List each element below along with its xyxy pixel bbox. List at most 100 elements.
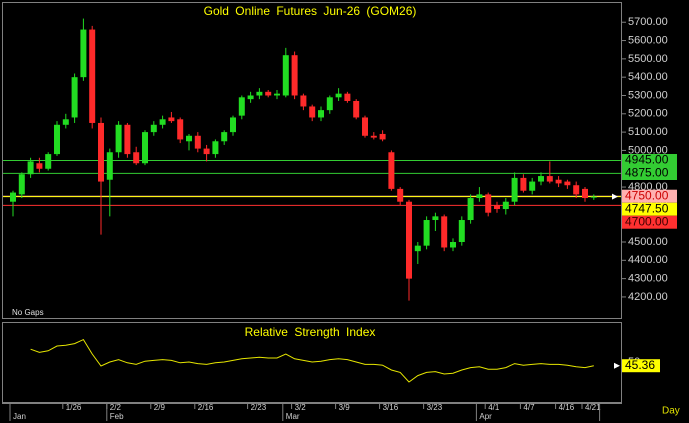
candle-body (529, 181, 536, 191)
candle-body (476, 194, 483, 199)
y-tick-label: 4300.00 (628, 273, 668, 285)
candle-body (80, 29, 87, 78)
rsi-value-box (622, 359, 660, 373)
x-tick-label: 2/16 (198, 403, 214, 412)
y-tick-label: 5700.00 (628, 16, 668, 28)
candle-body (265, 91, 272, 96)
candle-body (441, 216, 448, 248)
candle-body (370, 135, 377, 138)
candle-body (494, 205, 500, 210)
candle-body (89, 29, 96, 123)
y-tick-label: 4500.00 (628, 236, 668, 248)
rsi-panel (2, 322, 622, 403)
x-tick-label: 4/21 (585, 403, 601, 412)
x-tick-label: 4/7 (523, 403, 535, 412)
candle-body (582, 188, 588, 199)
candle-body (247, 95, 254, 100)
candle-body (397, 188, 404, 202)
x-tick-label: 3/9 (339, 403, 351, 412)
candle-body (27, 161, 34, 175)
candle-body (115, 124, 122, 153)
level-label: 4700.00 (625, 214, 669, 228)
candle-body (168, 117, 175, 122)
rsi-title: Relative Strength Index (245, 325, 376, 339)
candle-body (555, 179, 562, 184)
candle-body (36, 163, 43, 169)
candle-body (71, 77, 78, 118)
candle-body (379, 133, 386, 140)
rsi-arrow (614, 362, 620, 369)
candle-body (590, 196, 597, 198)
candle-body (388, 152, 395, 189)
candle-body (353, 100, 360, 118)
level-label: 4945.00 (625, 153, 669, 167)
month-label: Feb (110, 412, 124, 421)
candle-body (212, 141, 219, 155)
candle-body (18, 174, 25, 195)
level-label-box (622, 154, 677, 167)
x-tick-label: 2/9 (154, 403, 166, 412)
candle-body (485, 194, 492, 213)
candle-body (318, 110, 324, 118)
candle-body (520, 177, 527, 191)
candle-body (344, 93, 351, 101)
level-label: 4875.00 (625, 166, 669, 180)
candle-body (62, 119, 69, 125)
candle-body (432, 216, 439, 221)
candle-body (335, 93, 342, 98)
level-label: 4747.50 (625, 201, 669, 215)
chart-title: Gold Online Futures Jun-26 (GOM26) (204, 4, 417, 18)
candle-body (186, 135, 192, 142)
candle-body (538, 176, 544, 182)
candle-body (502, 201, 509, 210)
x-tick-label: 2/2 (110, 403, 122, 412)
candle-body (406, 201, 412, 279)
level-label-box (622, 167, 677, 180)
level-label-box (622, 202, 677, 216)
candle-body (238, 97, 245, 116)
x-tick-label: 2/23 (251, 403, 267, 412)
price-panel (2, 2, 622, 319)
y-tick-label: 5600.00 (628, 34, 668, 46)
candle-body (124, 124, 131, 155)
last-price-arrow (612, 193, 618, 200)
x-tick-label: 4/16 (559, 403, 575, 412)
candle-body (458, 220, 465, 242)
y-tick-label: 5400.00 (628, 71, 668, 83)
candle-body (291, 55, 298, 96)
x-tick-label: 4/1 (488, 403, 500, 412)
y-tick-label: 4200.00 (628, 291, 668, 303)
candle-body (326, 97, 333, 111)
candle-body (423, 220, 430, 246)
candle-body (133, 152, 140, 164)
rsi-line (30, 338, 594, 383)
candle-body (362, 117, 368, 136)
candle-body (282, 55, 289, 96)
candle-body (467, 198, 474, 221)
candle-body (546, 176, 553, 182)
level-label: 4750.00 (625, 188, 669, 202)
note: No Gaps (12, 308, 44, 317)
y-tick-label: 4400.00 (628, 254, 668, 266)
y-tick-label: 5000.00 (628, 144, 668, 156)
x-tick-label: 3/2 (295, 403, 307, 412)
candle-body (300, 95, 307, 107)
candle-body (98, 122, 104, 182)
candle-body (221, 132, 228, 142)
x-tick-label: 1/26 (66, 403, 82, 412)
candle-body (194, 135, 201, 149)
y-tick-label: 5100.00 (628, 126, 668, 138)
x-tick-label: 3/23 (427, 403, 443, 412)
y-tick-label: 5300.00 (628, 89, 668, 101)
month-label: Jan (13, 412, 26, 421)
month-label: Mar (286, 412, 300, 421)
y-tick-label: 5200.00 (628, 108, 668, 120)
candle-body (256, 91, 263, 96)
candle-body (309, 106, 316, 118)
candle-body (450, 241, 456, 248)
candle-body (177, 119, 184, 140)
candle-body (10, 192, 16, 202)
candle-body (564, 181, 571, 186)
